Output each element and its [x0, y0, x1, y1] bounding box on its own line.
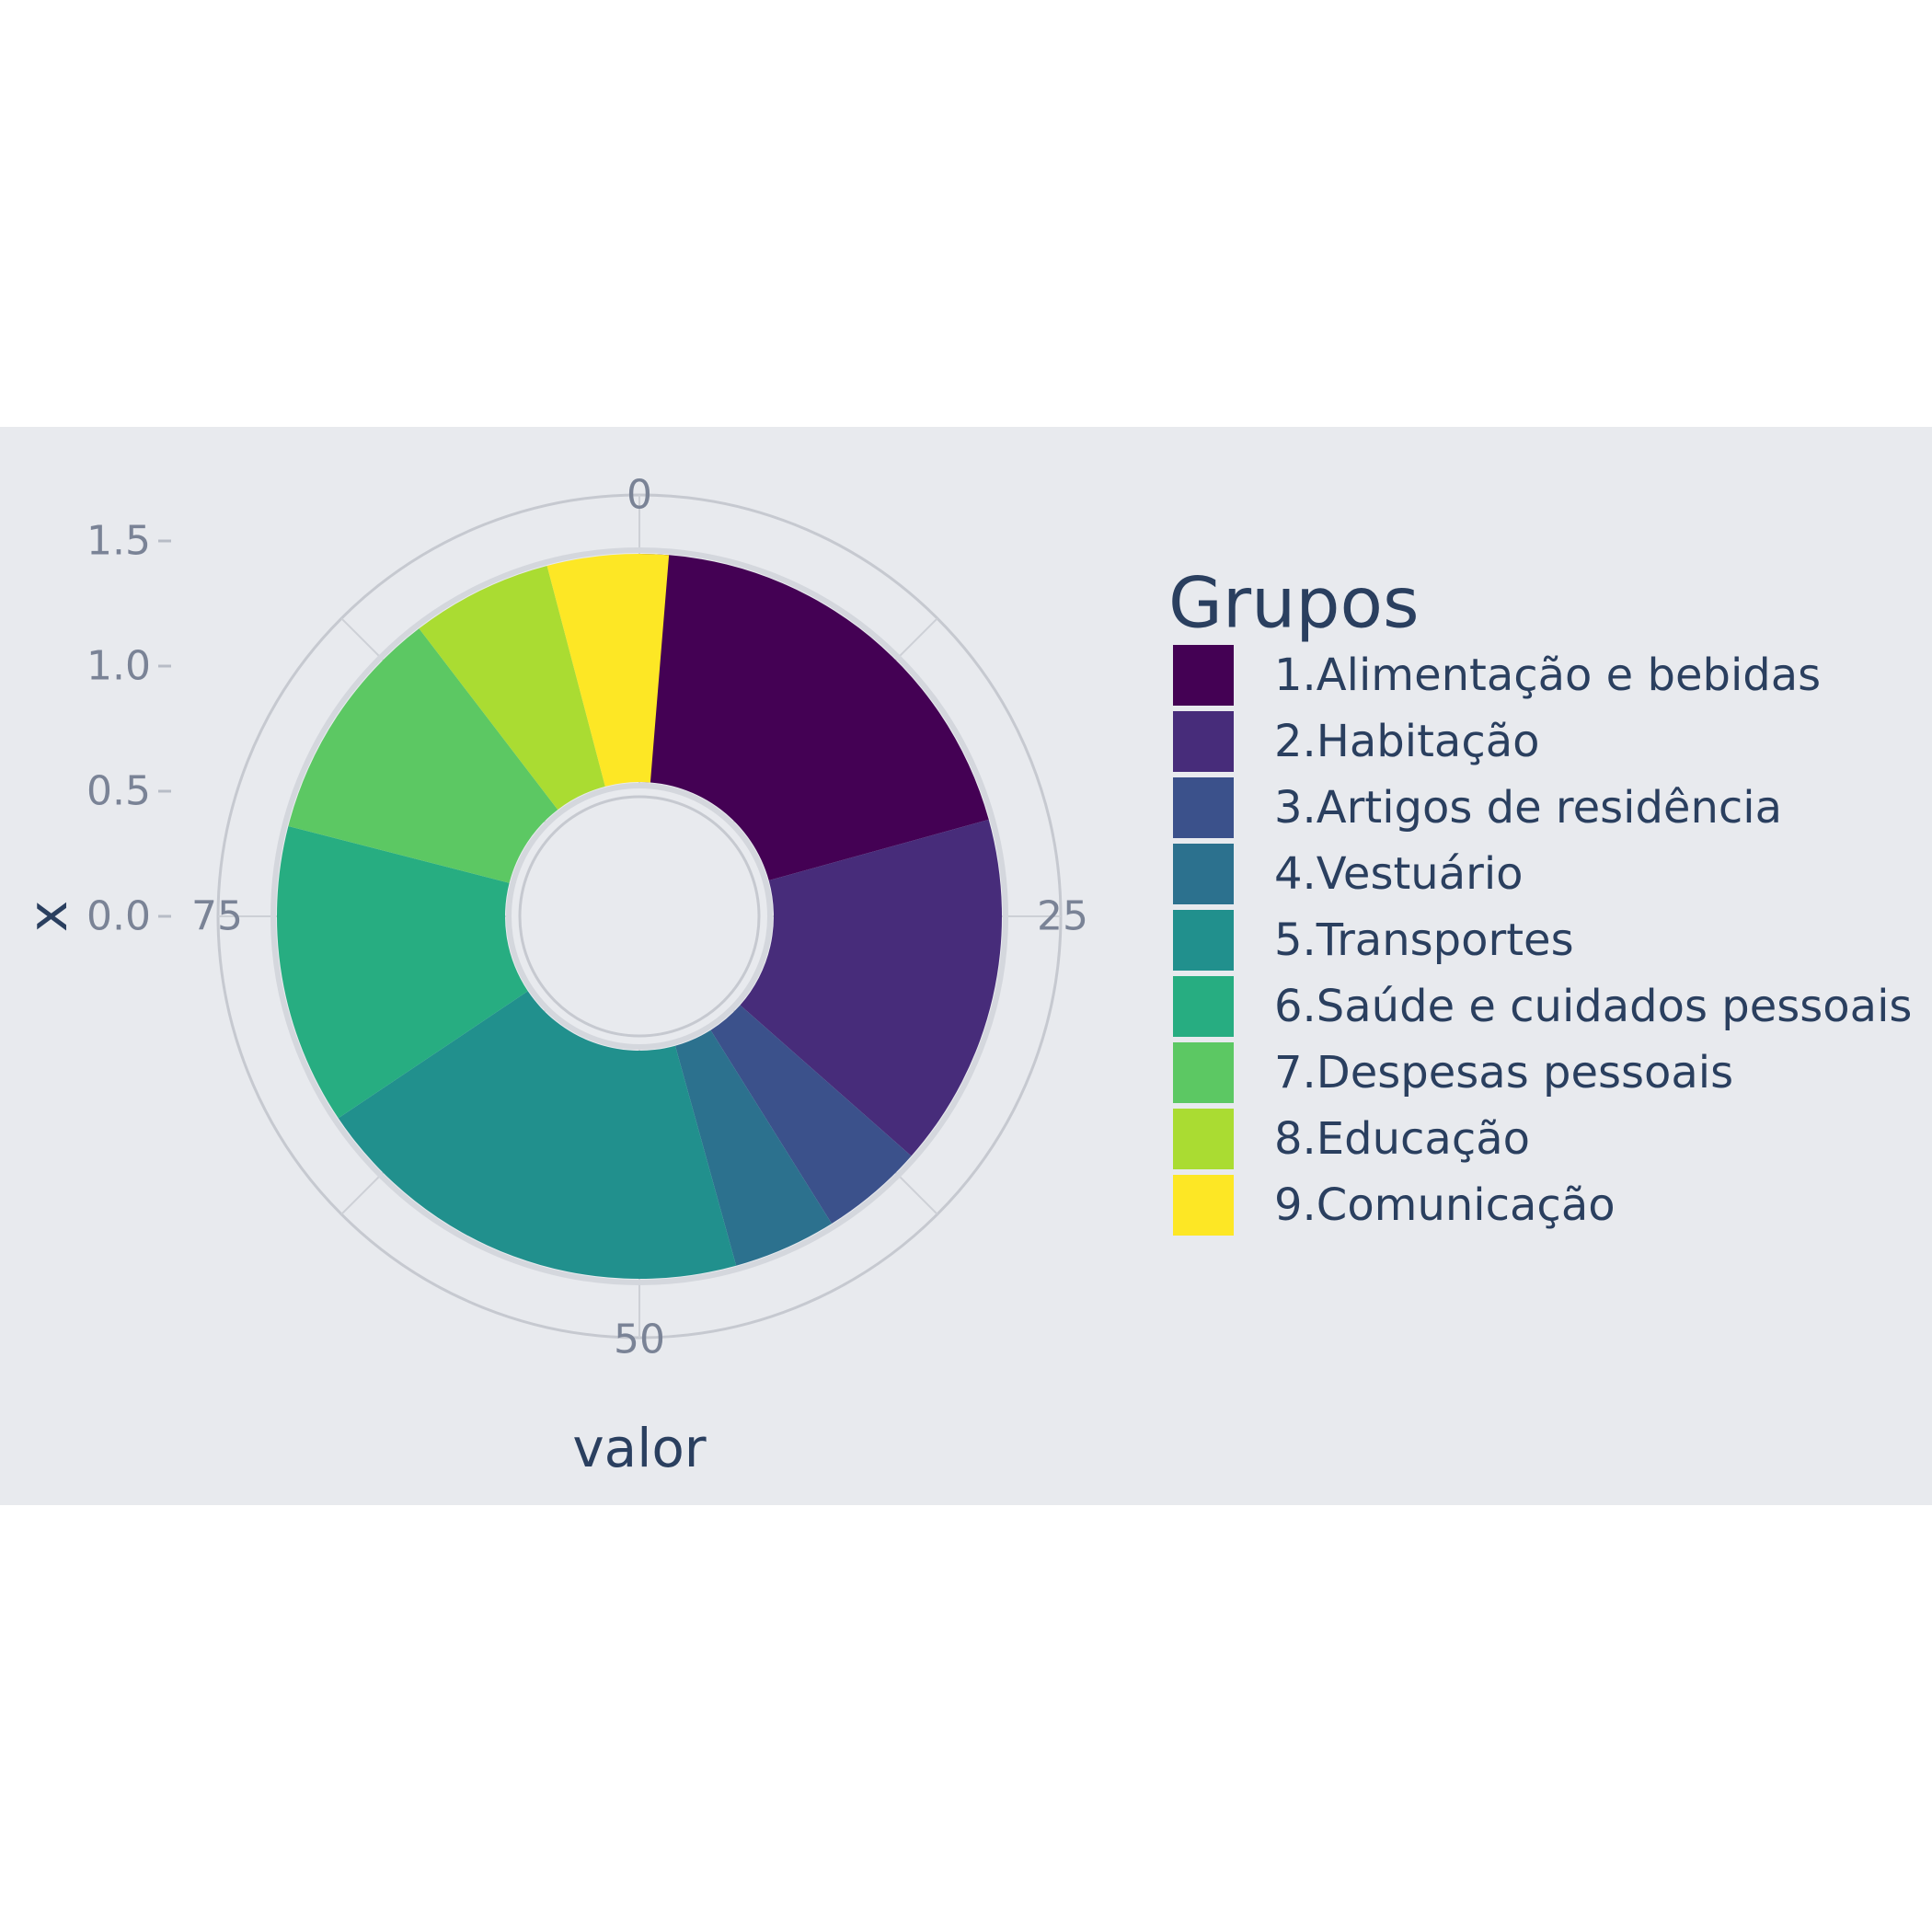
legend-label: 9.Comunicação — [1274, 1179, 1616, 1231]
legend-swatch — [1173, 711, 1234, 772]
legend-item[interactable]: 6.Saúde e cuidados pessoais — [1173, 976, 1912, 1037]
legend-item[interactable]: 1.Alimentação e bebidas — [1173, 645, 1821, 706]
legend: Grupos 1.Alimentação e bebidas 2.Habitaçã… — [1168, 562, 1912, 1236]
y-tick: 1.5 — [86, 518, 171, 565]
angular-tick-label: 75 — [191, 893, 243, 940]
y-tick: 0.5 — [86, 768, 171, 815]
donut-slice[interactable] — [710, 1005, 912, 1224]
legend-label: 6.Saúde e cuidados pessoais — [1274, 981, 1912, 1032]
donut-outer-edge — [270, 547, 1008, 1285]
legend-label: 4.Vestuário — [1274, 848, 1524, 900]
y-tick-label: 0.0 — [86, 893, 151, 940]
donut-slice[interactable] — [674, 1029, 833, 1266]
donut-inner-edge — [506, 783, 773, 1050]
legend-swatch — [1173, 1109, 1234, 1169]
slices — [276, 554, 1002, 1279]
legend-label: 1.Alimentação e bebidas — [1274, 650, 1821, 701]
donut-slice[interactable] — [419, 566, 605, 811]
donut-slice[interactable] — [639, 554, 989, 881]
donut-slice[interactable] — [740, 819, 1002, 1156]
y-tick-label: 1.0 — [86, 643, 151, 690]
legend-item[interactable]: 3.Artigos de residência — [1173, 777, 1782, 838]
legend-swatch — [1173, 910, 1234, 971]
inner-ring — [518, 795, 761, 1038]
legend-item[interactable]: 2.Habitação — [1173, 711, 1540, 772]
legend-swatch — [1173, 976, 1234, 1037]
y-tick-label: 1.5 — [86, 518, 151, 565]
legend-label: 2.Habitação — [1274, 716, 1540, 767]
legend-label: 7.Despesas pessoais — [1274, 1047, 1733, 1098]
angular-tick-label: 25 — [1037, 893, 1088, 940]
legend-item[interactable]: 4.Vestuário — [1173, 844, 1524, 904]
x-axis-title: valor — [572, 1417, 706, 1479]
legend-swatch — [1173, 777, 1234, 838]
legend-swatch — [1173, 844, 1234, 904]
legend-swatch — [1173, 645, 1234, 706]
polar-area: 0 25 50 75 — [191, 472, 1088, 1363]
legend-item[interactable]: 9.Comunicação — [1173, 1175, 1616, 1236]
legend-title: Grupos — [1168, 562, 1420, 644]
y-tick-label: 0.5 — [86, 768, 151, 815]
legend-label: 8.Educação — [1274, 1113, 1530, 1165]
donut-slice[interactable] — [338, 991, 737, 1279]
angular-tick-label: 0 — [627, 472, 652, 519]
legend-label: 5.Transportes — [1274, 914, 1574, 966]
donut-slice[interactable] — [288, 628, 558, 883]
donut-slice[interactable] — [546, 554, 670, 787]
legend-swatch — [1173, 1175, 1234, 1236]
legend-item[interactable]: 8.Educação — [1173, 1109, 1530, 1169]
legend-swatch — [1173, 1042, 1234, 1103]
legend-label: 3.Artigos de residência — [1274, 782, 1782, 834]
y-tick: 1.0 — [86, 643, 171, 690]
y-tick: 0.0 — [86, 893, 171, 940]
y-axis: 0.0 0.5 1.0 1.5 x — [17, 518, 171, 940]
donut-slice[interactable] — [276, 826, 528, 1119]
y-axis-title: x — [17, 901, 79, 932]
angular-tick-label: 50 — [614, 1317, 665, 1363]
legend-item[interactable]: 7.Despesas pessoais — [1173, 1042, 1733, 1103]
legend-item[interactable]: 5.Transportes — [1173, 910, 1574, 971]
